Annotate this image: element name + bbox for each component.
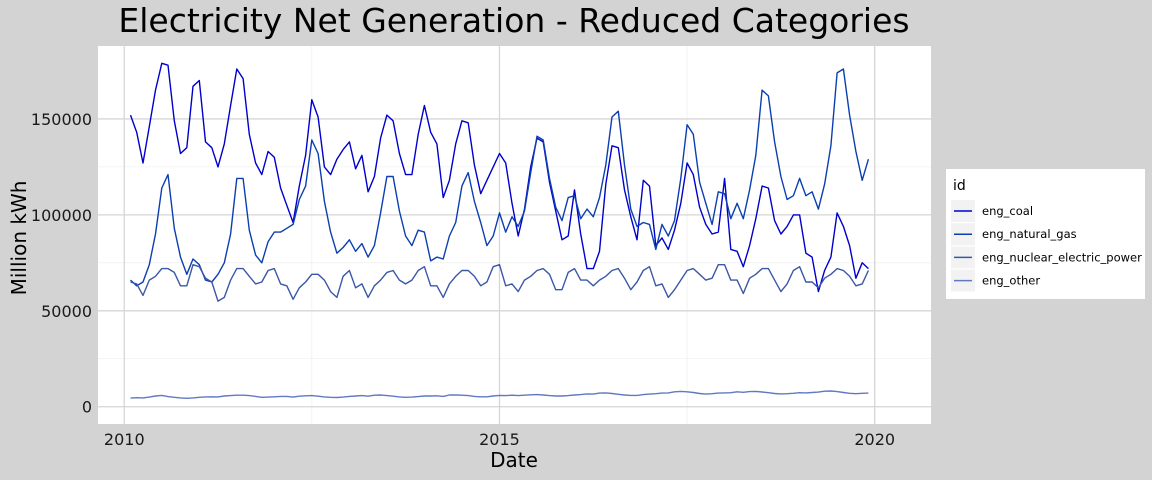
legend-background [946, 169, 1145, 299]
legend-label-eng_coal: eng_coal [982, 204, 1033, 218]
legend-label-eng_other: eng_other [982, 274, 1040, 288]
series-line-eng_natural_gas [130, 68, 870, 287]
y-tick-label: 50000 [41, 302, 92, 321]
series-line-eng_coal [129, 62, 869, 293]
y-tick-label: 100000 [31, 206, 92, 225]
series-layer [129, 62, 870, 399]
series-line-eng_nuclear_electric_power [130, 264, 870, 302]
x-tick-label: 2015 [479, 430, 520, 449]
legend-title: id [953, 178, 966, 194]
y-tick-label: 150000 [31, 110, 92, 129]
x-axis-title: Date [490, 448, 538, 472]
legend-label-eng_natural_gas: eng_natural_gas [982, 227, 1077, 241]
tick-labels: 0 50000 100000 150000 2010 2015 2020 [31, 110, 895, 449]
legend: id eng_coal eng_natural_gas eng_nuclear_el… [946, 169, 1145, 299]
legend-label-eng_nuclear_electric_power: eng_nuclear_electric_power [982, 250, 1142, 264]
plot-panel [98, 46, 931, 424]
y-axis-title: Million kWh [7, 181, 31, 296]
chart-title: Electricity Net Generation - Reduced Cat… [118, 1, 909, 40]
series-line-eng_other [130, 390, 869, 399]
y-tick-label: 0 [82, 398, 92, 417]
x-tick-label: 2020 [854, 430, 895, 449]
grid-lines [98, 46, 931, 424]
x-tick-label: 2010 [104, 430, 145, 449]
